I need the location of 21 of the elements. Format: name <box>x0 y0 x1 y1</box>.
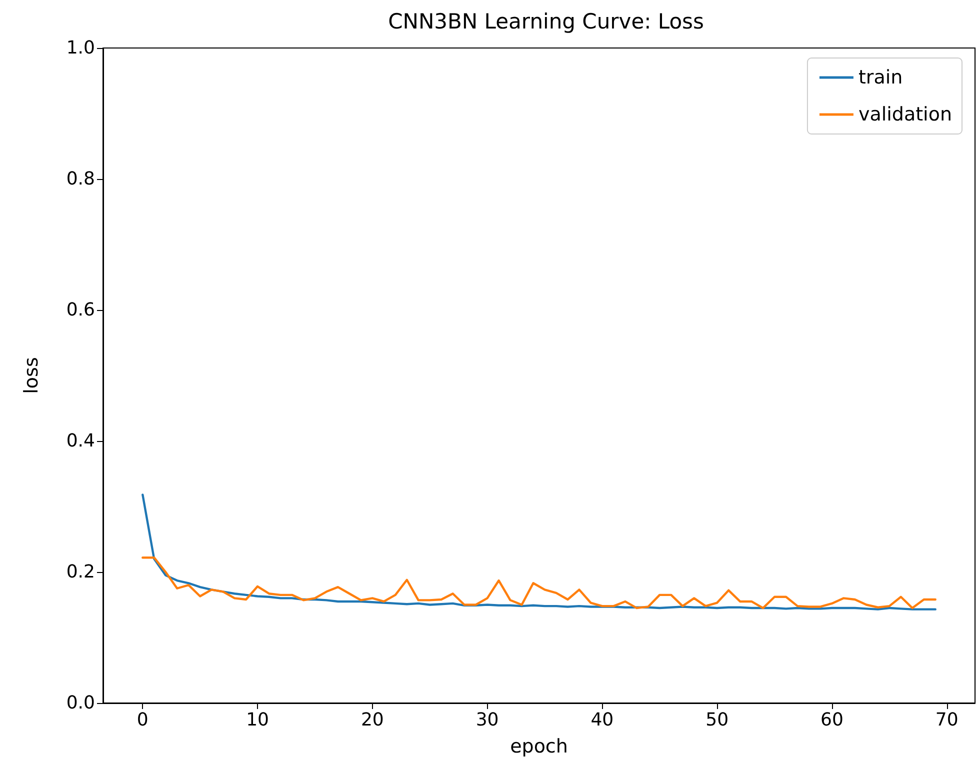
legend-label: validation <box>858 104 952 126</box>
x-tick-label: 50 <box>706 710 729 730</box>
y-axis-title: loss <box>20 357 42 394</box>
y-tick-label: 0.8 <box>66 168 95 190</box>
x-tick-label: 20 <box>360 710 384 730</box>
line-series <box>142 494 936 610</box>
y-tick-label: 0.0 <box>66 692 95 714</box>
x-tick-label: 70 <box>935 710 958 730</box>
x-axis-title: epoch <box>510 736 568 758</box>
y-tick-label: 1.0 <box>66 38 95 58</box>
legend-label: train <box>858 66 903 88</box>
y-tick-label: 0.6 <box>66 300 95 320</box>
x-tick-label: 0 <box>136 710 148 730</box>
x-tick-label: 10 <box>246 710 269 730</box>
chart-title: CNN3BN Learning Curve: Loss <box>388 10 704 34</box>
y-tick-label: 0.2 <box>66 562 95 582</box>
x-tick-label: 40 <box>590 710 614 730</box>
x-tick-label: 30 <box>476 710 499 730</box>
x-tick-label: 60 <box>820 710 844 730</box>
y-tick-label: 0.4 <box>66 430 95 452</box>
line-series <box>142 556 936 610</box>
